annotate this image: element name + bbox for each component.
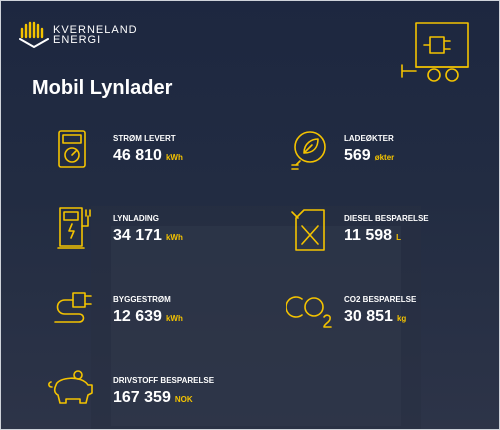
stat-unit: økter (374, 153, 395, 162)
stat-label: LADEØKTER (344, 134, 394, 143)
background-shape (91, 206, 421, 429)
stat-label: CO2 BESPARELSE (344, 295, 417, 304)
stat-number: 46 810 (113, 147, 162, 164)
stat-value: 569 økter (344, 147, 394, 165)
logo-icon (19, 21, 49, 48)
stat-label: LYNLADING (113, 214, 159, 223)
stat-number: 30 851 (344, 308, 393, 325)
trailer-icon (401, 22, 469, 82)
meter-icon (58, 130, 86, 168)
stat-unit: kWh (165, 153, 183, 162)
stat-unit: L (396, 233, 401, 242)
stat-label: STRØM LEVERT (113, 134, 176, 143)
jerrycan-icon (291, 209, 325, 251)
leaf-plug-icon (291, 131, 326, 170)
stat-label: DIESEL BESPARELSE (344, 214, 429, 223)
stat-number: 569 (344, 147, 371, 164)
background-shape (111, 226, 401, 426)
stat-number: 34 171 (113, 227, 162, 244)
stat-label: BYGGESTRØM (113, 295, 171, 304)
piggy-bank-icon (48, 370, 93, 404)
stat-unit: kWh (165, 314, 183, 323)
stat-value: 12 639 kWh (113, 308, 183, 326)
stat-number: 167 359 (113, 389, 171, 406)
charger-icon (57, 207, 91, 249)
stat-value: 34 171 kWh (113, 227, 183, 245)
stat-unit: kWh (165, 233, 183, 242)
co2-icon (286, 296, 332, 328)
stat-number: 12 639 (113, 308, 162, 325)
stat-number: 11 598 (344, 227, 393, 244)
stat-unit: kg (396, 314, 407, 323)
stat-unit: NOK (174, 395, 193, 404)
brand-name: KVERNELAND (53, 24, 138, 36)
plug-icon (54, 292, 92, 323)
stat-label: DRIVSTOFF BESPARELSE (113, 376, 215, 385)
brand-name: ENERGI (53, 34, 102, 46)
stat-value: 30 851 kg (344, 308, 406, 326)
stat-value: 11 598 L (344, 227, 401, 245)
stat-value: 167 359 NOK (113, 389, 193, 407)
stat-value: 46 810 kWh (113, 147, 183, 165)
page-title: Mobil Lynlader (32, 77, 173, 99)
